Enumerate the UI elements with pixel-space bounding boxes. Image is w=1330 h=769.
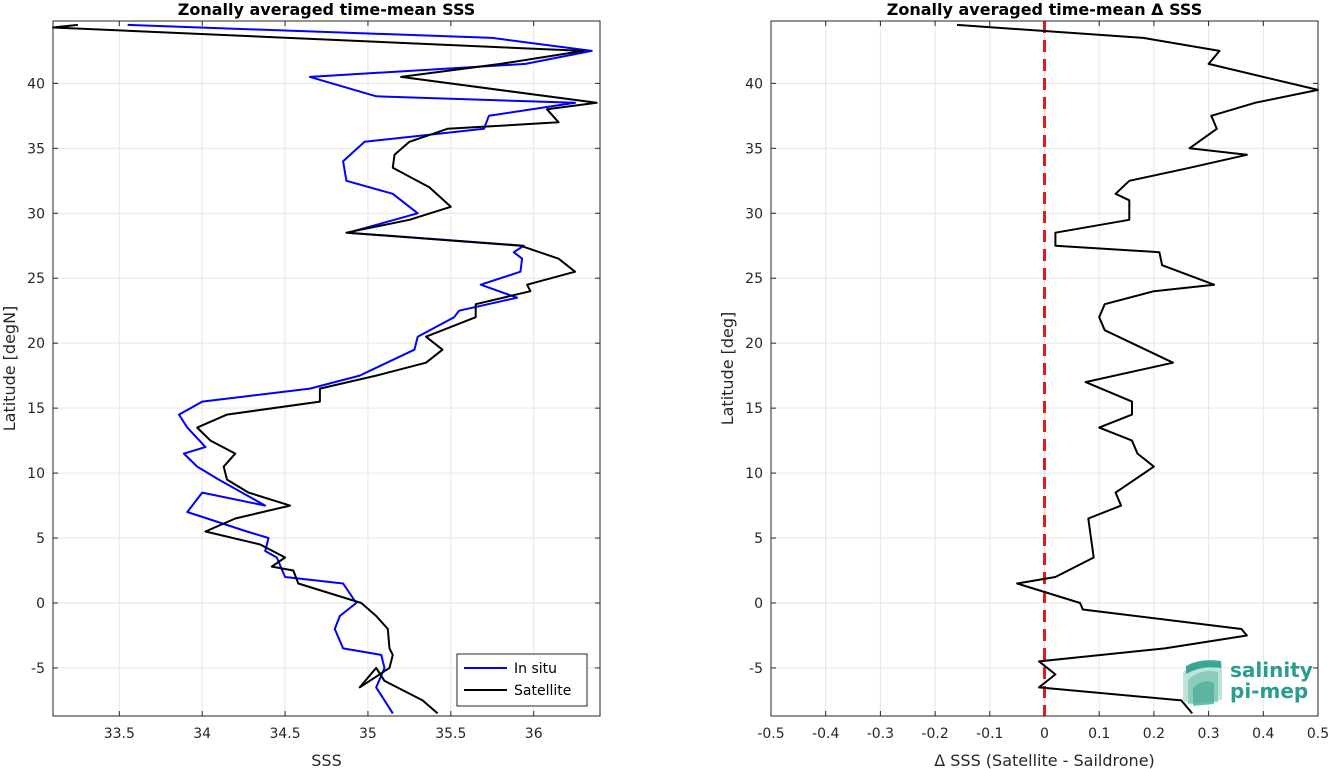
y-tick-label: 0 [36,596,45,612]
x-tick-labels: 33.5 34 34.5 35 35.5 36 [104,726,543,742]
x-tick-label: -0.3 [867,726,894,742]
x-tick-label: 0.3 [1197,726,1219,742]
x-tick-label: 34 [193,726,211,742]
y-tick-label: 35 [745,141,763,157]
y-tick-label: 40 [27,76,45,92]
plot-frame [770,20,1319,717]
legend-label-in-situ: In situ [514,661,557,677]
chart-title: Zonally averaged time-mean SSS [178,0,476,19]
y-tick-label: 35 [27,141,45,157]
y-tick-label: 10 [27,466,45,482]
x-tick-label: 0.4 [1252,726,1274,742]
x-tick-label: 36 [525,726,543,742]
series-layer [956,23,1319,715]
plot-delta-sss-profile: -0.5 -0.4 -0.3 -0.2 -0.1 0 0.1 0.2 0.3 0.4 0.5 -5 0… [718,0,1329,769]
y-tick-label: 20 [745,336,763,352]
y-tick-label: 25 [745,271,763,287]
y-axis-label: Latitude [deg] [718,312,737,426]
y-tick-label: 30 [27,206,45,222]
y-axis-label: Latitude [degN] [0,306,19,432]
x-tick-label: 35 [359,726,377,742]
wave-logo-icon [1183,660,1222,706]
x-tick-labels: -0.5 -0.4 -0.3 -0.2 -0.1 0 0.1 0.2 0.3 0.4 0.5 [757,726,1329,742]
y-tick-label: -5 [31,661,45,677]
x-tick-label: 0 [1040,726,1049,742]
x-axis-label: Δ SSS (Satellite - Saildrone) [934,751,1155,769]
x-tick-label: 0.5 [1307,726,1329,742]
plot-area [53,21,600,716]
logo-line-pi-mep: pi-mep [1230,679,1308,703]
x-tick-label: -0.2 [921,726,948,742]
y-tick-label: 15 [745,401,763,417]
y-tick-label: 0 [754,596,763,612]
y-tick-label: 5 [36,531,45,547]
series-layer [52,23,598,715]
legend-label-satellite: Satellite [514,683,571,699]
y-tick-label: 10 [745,466,763,482]
y-tick-label: 20 [27,336,45,352]
y-tick-label: 15 [27,401,45,417]
x-tick-label: -0.4 [812,726,839,742]
series-line-satellite [52,23,598,715]
series-line-delta-sss [956,23,1319,715]
x-tick-label: -0.1 [976,726,1003,742]
legend-box [456,653,588,707]
x-tick-label: 0.1 [1088,726,1110,742]
x-tick-label: -0.5 [757,726,784,742]
x-tick-label: 35.5 [435,726,466,742]
x-axis-label: SSS [311,751,341,769]
x-tick-label: 33.5 [104,726,135,742]
y-tick-label: -5 [749,661,763,677]
y-tick-labels: -5 0 5 10 15 20 25 30 35 40 [745,76,763,677]
y-tick-label: 25 [27,271,45,287]
chart-title: Zonally averaged time-mean Δ SSS [887,0,1203,19]
y-tick-labels: -5 0 5 10 15 20 25 30 35 40 [27,76,45,677]
y-tick-label: 40 [745,76,763,92]
y-tick-label: 30 [745,206,763,222]
y-tick-label: 5 [754,531,763,547]
grid [53,21,600,716]
logo-line-salinity: salinity [1230,658,1313,682]
x-tick-label: 0.2 [1143,726,1165,742]
x-tick-label: 34.5 [269,726,300,742]
legend: In situ Satellite [456,653,588,707]
plot-frame [52,20,601,717]
salinity-pi-mep-logo: salinity pi-mep [1183,658,1313,706]
series-line-in-situ [127,23,593,714]
plot-sss-profile: 33.5 34 34.5 35 35.5 36 -5 0 5 10 15 20 25 30 35 40 Zo… [0,0,601,769]
